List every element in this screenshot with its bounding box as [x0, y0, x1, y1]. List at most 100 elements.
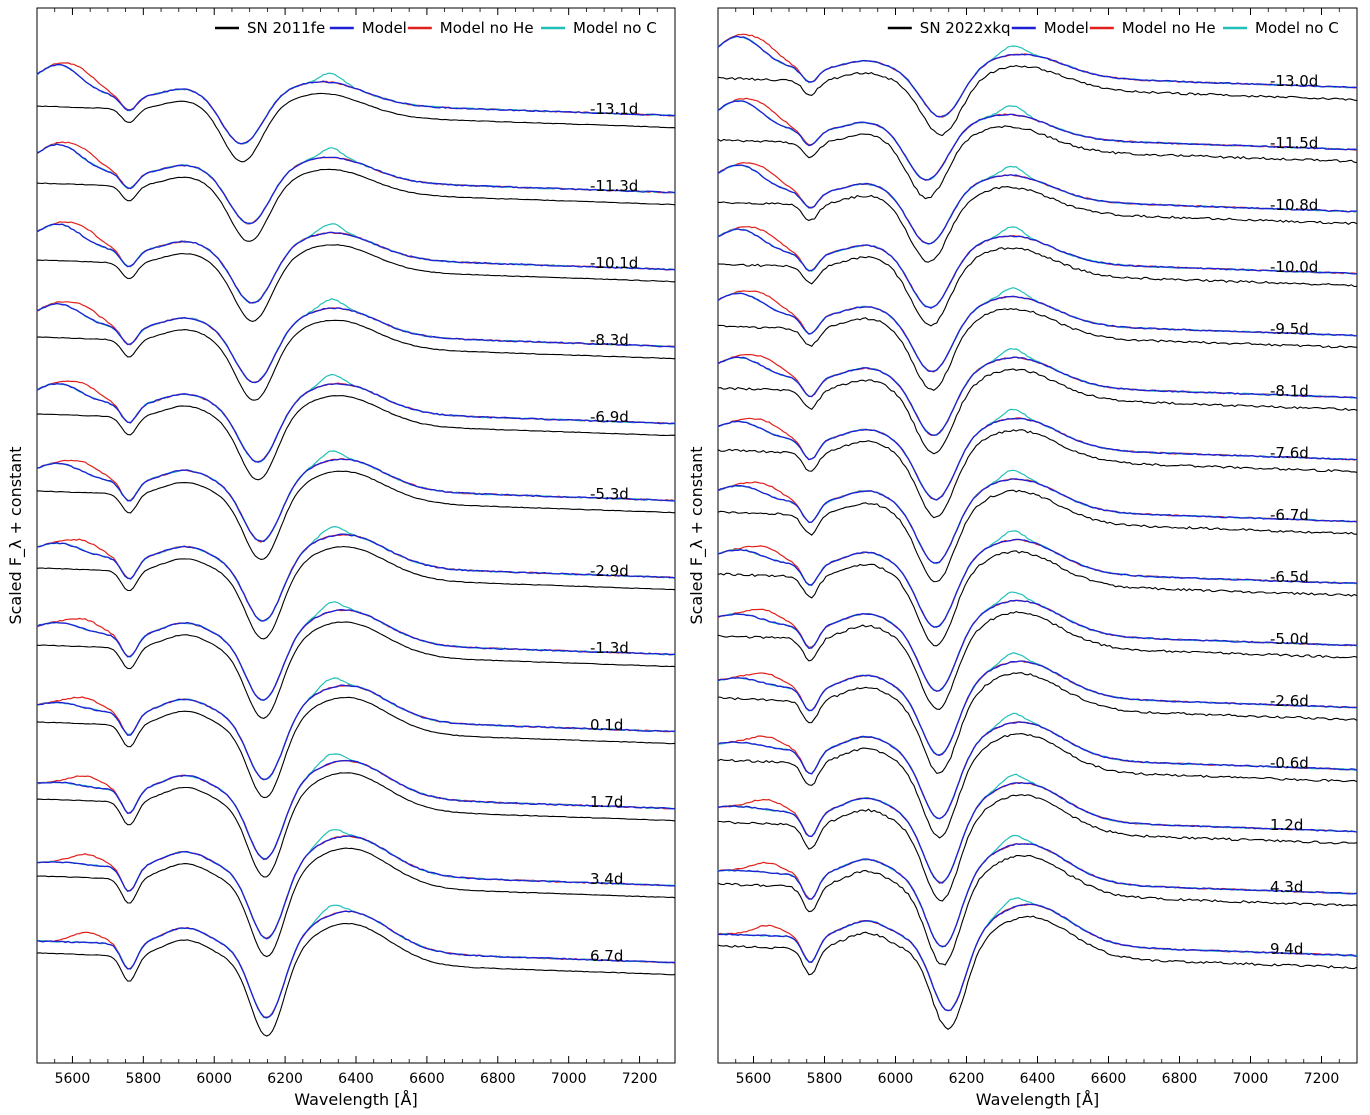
model-line	[717, 228, 1358, 309]
model-no-he-line	[717, 33, 1358, 118]
x-tick-label: 6000	[196, 1071, 232, 1087]
epoch-label: -2.9d	[590, 562, 629, 580]
model-no-he-line	[717, 903, 1358, 1011]
spectrum-epoch: 9.4d	[717, 897, 1358, 1030]
x-tick-label: 7000	[551, 1071, 587, 1087]
model-no-he-line	[36, 221, 676, 304]
observed-line	[717, 489, 1357, 583]
legend-entry: Model	[362, 19, 407, 37]
model-no-he-line	[36, 910, 676, 1018]
x-tick-label: 5800	[126, 1071, 162, 1087]
spectrum-epoch: 4.3d	[717, 834, 1358, 966]
spectrum-epoch: -10.1d	[36, 221, 676, 322]
spectrum-epoch: -2.6d	[717, 652, 1358, 774]
model-line	[36, 63, 676, 145]
epoch-label: 9.4d	[1270, 940, 1303, 958]
observed-line	[36, 168, 676, 242]
x-tick-label: 6400	[338, 1071, 374, 1087]
model-no-c-line	[717, 226, 1358, 308]
epoch-label: -6.7d	[1270, 506, 1309, 524]
x-axis-label: Wavelength [Å]	[976, 1090, 1099, 1109]
model-line	[717, 599, 1358, 692]
model-no-c-line	[717, 469, 1358, 565]
spectrum-epoch: 0.1d	[36, 677, 676, 799]
x-tick-label: 6800	[1162, 1071, 1198, 1087]
model-line	[717, 164, 1358, 245]
observed-line	[717, 672, 1358, 774]
spectrum-epoch: -1.3d	[36, 601, 676, 719]
model-no-he-line	[717, 161, 1358, 245]
observed-line	[717, 125, 1358, 200]
observed-line	[717, 368, 1358, 455]
observed-line	[717, 611, 1358, 710]
observed-line	[717, 794, 1358, 902]
spectrum-epoch: -0.6d	[717, 712, 1358, 839]
legend-entry: Model no He	[440, 19, 534, 37]
model-line	[717, 843, 1358, 948]
spectrum-epoch: -5.0d	[717, 591, 1358, 710]
model-line	[36, 223, 676, 304]
model-line	[36, 609, 676, 702]
observed-line	[717, 247, 1358, 327]
model-no-he-line	[36, 835, 676, 939]
x-tick-label: 5800	[807, 1071, 843, 1087]
model-line	[36, 684, 676, 781]
model-line	[717, 100, 1358, 181]
observed-line	[36, 847, 676, 958]
x-tick-label: 6000	[878, 1071, 914, 1087]
model-no-c-line	[717, 591, 1358, 692]
spectrum-epoch: -7.6d	[717, 408, 1358, 519]
x-tick-label: 5600	[736, 1071, 772, 1087]
model-no-he-line	[36, 380, 676, 463]
x-tick-label: 6800	[480, 1071, 516, 1087]
spectrum-epoch: 1.2d	[717, 773, 1358, 902]
model-line	[717, 903, 1358, 1012]
epoch-label: 3.4d	[590, 870, 623, 888]
observed-line	[718, 186, 1358, 263]
model-no-he-line	[36, 62, 676, 145]
model-no-c-line	[717, 164, 1358, 245]
model-line	[36, 383, 676, 463]
legend: SN 2022xkq Model Model no He Model no C	[887, 19, 1339, 37]
model-line	[717, 478, 1358, 564]
x-tick-label: 7200	[622, 1071, 658, 1087]
model-no-he-line	[717, 97, 1358, 181]
model-no-c-line	[717, 834, 1358, 948]
epoch-label: -13.0d	[1270, 72, 1318, 90]
model-no-he-line	[36, 141, 676, 225]
epoch-label: -6.5d	[1270, 568, 1309, 586]
observed-line	[717, 65, 1358, 137]
model-no-c-line	[717, 287, 1358, 372]
epoch-label: -11.3d	[590, 177, 638, 195]
epoch-label: -13.1d	[590, 100, 638, 118]
model-no-c-line	[717, 530, 1357, 628]
spectrum-epoch: -2.9d	[36, 525, 676, 640]
epoch-label: 1.2d	[1270, 816, 1303, 834]
model-line	[36, 458, 676, 543]
spectrum-epoch: -10.8d	[717, 161, 1358, 263]
epoch-label: -7.6d	[1270, 444, 1309, 462]
spectrum-epoch: -8.3d	[36, 298, 676, 401]
model-no-c-line	[36, 450, 676, 542]
x-tick-label: 7000	[1233, 1071, 1269, 1087]
spectrum-epoch: 3.4d	[36, 829, 676, 958]
model-no-he-line	[717, 843, 1358, 947]
observed-line	[717, 429, 1358, 519]
x-tick-label: 6600	[409, 1071, 445, 1087]
epoch-label: -5.3d	[590, 485, 629, 503]
epoch-label: -5.0d	[1270, 630, 1309, 648]
epoch-label: -10.8d	[1270, 196, 1318, 214]
spectrum-epoch: -8.1d	[717, 347, 1358, 455]
spectrum-epoch: 6.7d	[36, 904, 676, 1037]
model-line	[717, 356, 1358, 436]
model-no-he-line	[717, 226, 1358, 308]
model-line	[36, 759, 676, 861]
legend: SN 2011fe Model Model no He Model no C	[215, 19, 657, 37]
legend-entry: SN 2022xkq	[920, 19, 1011, 37]
observed-line	[36, 244, 675, 322]
spectrum-epoch: -13.0d	[717, 33, 1358, 137]
legend-entry: Model no C	[573, 19, 657, 37]
observed-line	[37, 470, 675, 560]
legend-entry: Model no C	[1255, 19, 1339, 37]
